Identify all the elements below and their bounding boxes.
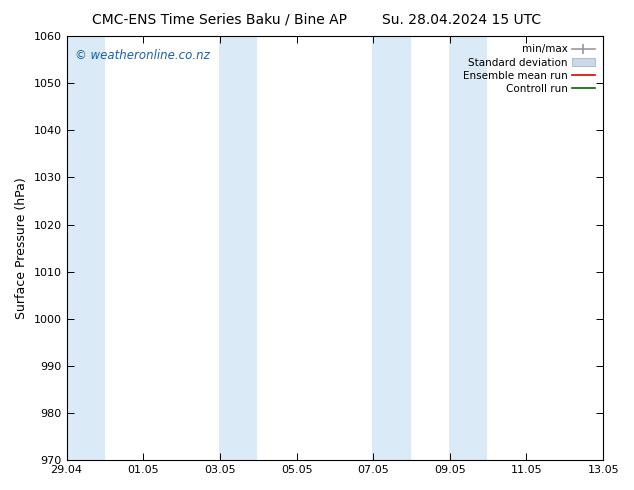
- Bar: [219, 36, 257, 460]
- Text: © weatheronline.co.nz: © weatheronline.co.nz: [75, 49, 209, 62]
- Bar: [67, 36, 105, 460]
- Legend: min/max, Standard deviation, Ensemble mean run, Controll run: min/max, Standard deviation, Ensemble me…: [460, 41, 598, 97]
- Text: CMC-ENS Time Series Baku / Bine AP        Su. 28.04.2024 15 UTC: CMC-ENS Time Series Baku / Bine AP Su. 2…: [93, 12, 541, 26]
- Bar: [449, 36, 488, 460]
- Y-axis label: Surface Pressure (hPa): Surface Pressure (hPa): [15, 177, 28, 319]
- Bar: [372, 36, 411, 460]
